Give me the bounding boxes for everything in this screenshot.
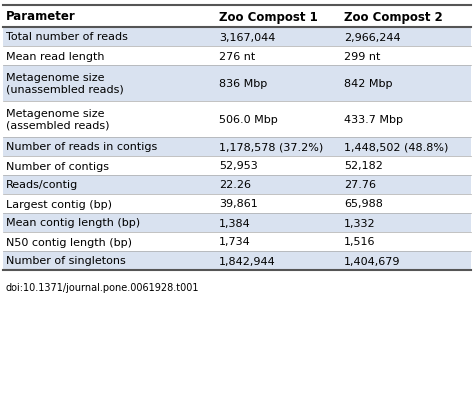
Text: 2,966,244: 2,966,244	[344, 32, 401, 43]
Text: 65,988: 65,988	[344, 199, 383, 209]
Text: 52,953: 52,953	[219, 161, 258, 171]
Text: Mean read length: Mean read length	[6, 52, 104, 61]
Text: 22.26: 22.26	[219, 180, 251, 190]
Text: 1,332: 1,332	[344, 218, 375, 228]
Text: Number of reads in contigs: Number of reads in contigs	[6, 142, 157, 152]
Bar	[3, 66, 471, 102]
Text: 1,384: 1,384	[219, 218, 251, 228]
Text: N50 contig length (bp): N50 contig length (bp)	[6, 237, 132, 247]
Text: Metagenome size
(assembled reads): Metagenome size (assembled reads)	[6, 109, 109, 130]
Text: 299 nt: 299 nt	[344, 52, 380, 61]
Text: Zoo Compost 2: Zoo Compost 2	[344, 11, 443, 23]
Text: Parameter: Parameter	[6, 11, 76, 23]
Text: 836 Mbp: 836 Mbp	[219, 79, 267, 89]
Text: 1,178,578 (37.2%): 1,178,578 (37.2%)	[219, 142, 323, 152]
Text: 1,404,679: 1,404,679	[344, 256, 401, 266]
Text: Total number of reads: Total number of reads	[6, 32, 128, 43]
Text: 1,516: 1,516	[344, 237, 375, 247]
Text: Metagenome size
(unassembled reads): Metagenome size (unassembled reads)	[6, 73, 124, 94]
Bar	[3, 28, 471, 47]
Text: 506.0 Mbp: 506.0 Mbp	[219, 115, 278, 125]
Text: 276 nt: 276 nt	[219, 52, 255, 61]
Text: Mean contig length (bp): Mean contig length (bp)	[6, 218, 140, 228]
Bar	[3, 47, 471, 66]
Bar	[3, 102, 471, 138]
Text: Number of contigs: Number of contigs	[6, 161, 109, 171]
Bar	[3, 232, 471, 252]
Bar	[3, 138, 471, 157]
Text: Number of singletons: Number of singletons	[6, 256, 126, 266]
Text: 1,448,502 (48.8%): 1,448,502 (48.8%)	[344, 142, 448, 152]
Text: Reads/contig: Reads/contig	[6, 180, 78, 190]
Bar	[3, 213, 471, 232]
Text: 39,861: 39,861	[219, 199, 258, 209]
Bar	[3, 157, 471, 175]
Text: 842 Mbp: 842 Mbp	[344, 79, 392, 89]
Text: Zoo Compost 1: Zoo Compost 1	[219, 11, 318, 23]
Text: 1,734: 1,734	[219, 237, 251, 247]
Bar	[3, 252, 471, 270]
Text: doi:10.1371/journal.pone.0061928.t001: doi:10.1371/journal.pone.0061928.t001	[6, 282, 200, 292]
Text: 27.76: 27.76	[344, 180, 376, 190]
Text: Largest contig (bp): Largest contig (bp)	[6, 199, 112, 209]
Bar	[3, 175, 471, 195]
Bar	[3, 195, 471, 213]
Text: 3,167,044: 3,167,044	[219, 32, 275, 43]
Text: 433.7 Mbp: 433.7 Mbp	[344, 115, 403, 125]
Text: 1,842,944: 1,842,944	[219, 256, 276, 266]
Text: 52,182: 52,182	[344, 161, 383, 171]
